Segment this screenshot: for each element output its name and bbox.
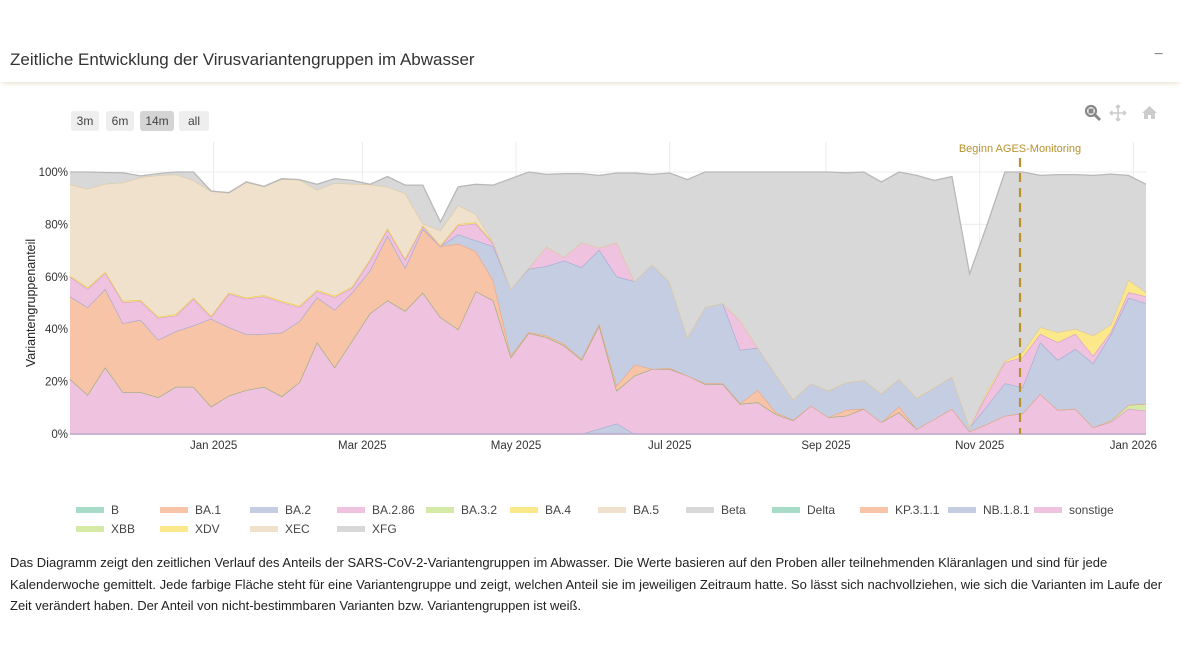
chart-description: Das Diagramm zeigt den zeitlichen Verlau… — [10, 555, 1163, 613]
legend-label: KP.3.1.1 — [895, 503, 940, 517]
x-tick-label: Sep 2025 — [801, 440, 850, 452]
legend-label: Delta — [807, 503, 836, 517]
legend-swatch — [160, 507, 188, 513]
stacked-area-chart[interactable]: 0% 20% 40% 60% 80% 100% Jan 2025 Mar 2025 May 2… — [0, 0, 1181, 480]
legend-label: NB.1.8.1 — [983, 503, 1030, 517]
legend-label: BA.3.2 — [461, 503, 498, 517]
legend-swatch — [948, 507, 976, 513]
legend-swatch — [426, 507, 454, 513]
area-layers — [69, 171, 1147, 435]
legend-item-xdv[interactable]: XDV — [160, 521, 220, 537]
legend-label: BA.4 — [545, 503, 572, 517]
range-button-3m[interactable]: 3m — [71, 111, 99, 131]
legend-item-delta[interactable]: Delta — [772, 502, 835, 518]
panel-header: Zeitliche Entwicklung der Virusvarianten… — [0, 40, 1181, 82]
legend-item-xec[interactable]: XEC — [250, 521, 310, 537]
pan-icon[interactable] — [1109, 104, 1127, 127]
legend-swatch — [598, 507, 626, 513]
legend-item-sonstige[interactable]: sonstige — [1034, 502, 1114, 518]
y-tick-label: 60% — [45, 272, 68, 284]
legend-item-ba-3-2[interactable]: BA.3.2 — [426, 502, 497, 518]
monitoring-start-label: Beginn AGES-Monitoring — [959, 143, 1081, 155]
legend-label: XFG — [372, 522, 397, 536]
legend-item-beta[interactable]: Beta — [686, 502, 746, 518]
legend-item-ba-2-86[interactable]: BA.2.86 — [337, 502, 415, 518]
legend-label: BA.5 — [633, 503, 660, 517]
y-tick-label: 0% — [51, 429, 68, 441]
panel-title: Zeitliche Entwicklung der Virusvarianten… — [10, 50, 475, 69]
home-icon[interactable] — [1141, 104, 1158, 126]
y-tick-label: 20% — [45, 377, 68, 389]
legend-label: BA.2 — [285, 503, 312, 517]
legend-label: XEC — [285, 522, 310, 536]
x-tick-label: Nov 2025 — [955, 440, 1004, 452]
legend-swatch — [1034, 507, 1062, 513]
legend-item-kp-3-1-1[interactable]: KP.3.1.1 — [860, 502, 939, 518]
range-button-6m[interactable]: 6m — [106, 111, 134, 131]
legend-item-b[interactable]: B — [76, 502, 119, 518]
y-tick-label: 100% — [39, 167, 68, 179]
legend-item-ba-4[interactable]: BA.4 — [510, 502, 571, 518]
legend-swatch — [250, 507, 278, 513]
y-tick-label: 80% — [45, 219, 68, 231]
legend-label: BA.2.86 — [372, 503, 415, 517]
legend-swatch — [337, 507, 365, 513]
area-sonstige — [70, 223, 1146, 428]
line-xfg — [70, 171, 1147, 277]
area-nb-1-8-1 — [70, 228, 1146, 432]
area-ba-2 — [70, 423, 1146, 434]
legend-item-ba-5[interactable]: BA.5 — [598, 502, 659, 518]
legend-swatch — [686, 507, 714, 513]
legend-swatch — [76, 507, 104, 513]
area-xec — [70, 174, 1146, 428]
x-axis-ticks: Jan 2025 Mar 2025 May 2025 Jul 2025 Sep 2025… — [190, 440, 1157, 452]
range-button-all[interactable]: all — [179, 111, 209, 131]
legend-label: BA.1 — [195, 503, 222, 517]
x-tick-label: Jan 2025 — [190, 440, 237, 452]
zoom-icon[interactable] — [1084, 104, 1102, 127]
legend-item-ba-1[interactable]: BA.1 — [160, 502, 221, 518]
legend-item-nb-1-8-1[interactable]: NB.1.8.1 — [948, 502, 1030, 518]
legend-label: B — [111, 503, 120, 517]
legend-label: XBB — [111, 522, 136, 536]
x-tick-label: Mar 2025 — [338, 440, 387, 452]
legend-swatch — [510, 507, 538, 513]
legend-item-xfg[interactable]: XFG — [337, 521, 397, 537]
x-tick-label: May 2025 — [491, 440, 542, 452]
legend-swatch — [160, 526, 188, 532]
y-axis-ticks: 0% 20% 40% 60% 80% 100% — [39, 167, 68, 441]
legend-swatch — [250, 526, 278, 532]
x-tick-label: Jan 2026 — [1110, 440, 1157, 452]
legend-swatch — [337, 526, 365, 532]
legend-item-ba-2[interactable]: BA.2 — [250, 502, 311, 518]
legend-swatch — [772, 507, 800, 513]
y-tick-label: 40% — [45, 324, 68, 336]
area-xfg — [70, 172, 1146, 428]
collapse-button[interactable]: − — [1154, 46, 1164, 63]
y-axis-title: Variantengruppenanteil — [24, 239, 38, 367]
legend-swatch — [76, 526, 104, 532]
legend-label: XDV — [195, 522, 220, 536]
legend-item-xbb[interactable]: XBB — [76, 521, 135, 537]
legend-label: sonstige — [1069, 503, 1114, 517]
range-button-14m[interactable]: 14m — [140, 111, 174, 131]
legend-swatch — [860, 507, 888, 513]
x-tick-label: Jul 2025 — [648, 440, 691, 452]
legend-label: Beta — [721, 503, 746, 517]
area-ba-2-86 — [70, 291, 1146, 434]
